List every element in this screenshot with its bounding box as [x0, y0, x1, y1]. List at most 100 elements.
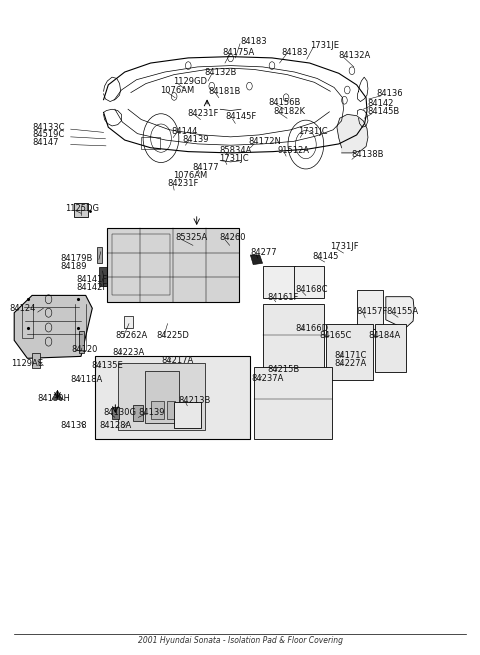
Text: 84237A: 84237A — [252, 374, 284, 383]
Text: 1125DG: 1125DG — [65, 204, 99, 213]
Circle shape — [247, 83, 252, 90]
Text: 84157F: 84157F — [357, 307, 388, 316]
Polygon shape — [337, 115, 368, 153]
FancyBboxPatch shape — [124, 316, 133, 328]
FancyBboxPatch shape — [374, 324, 406, 373]
Text: 84179B: 84179B — [60, 254, 93, 263]
FancyBboxPatch shape — [263, 266, 295, 298]
FancyBboxPatch shape — [133, 405, 143, 421]
Text: 84145: 84145 — [312, 252, 339, 261]
Text: 84183: 84183 — [281, 48, 308, 57]
Polygon shape — [386, 297, 414, 329]
Text: 84138: 84138 — [60, 421, 87, 430]
Circle shape — [185, 62, 191, 69]
Circle shape — [345, 86, 350, 94]
Text: 84130G: 84130G — [104, 407, 137, 417]
Text: 84124: 84124 — [10, 304, 36, 312]
Text: 84223A: 84223A — [112, 348, 144, 357]
Text: 84217A: 84217A — [161, 356, 193, 365]
Text: 84519C: 84519C — [32, 130, 64, 140]
FancyBboxPatch shape — [294, 266, 324, 298]
Circle shape — [209, 83, 215, 90]
Text: 84231F: 84231F — [187, 109, 219, 118]
Text: 1076AM: 1076AM — [160, 86, 194, 95]
FancyBboxPatch shape — [167, 401, 175, 419]
Text: 84118A: 84118A — [71, 375, 103, 384]
Circle shape — [283, 94, 289, 102]
Text: 84155A: 84155A — [387, 307, 419, 316]
Text: 84189: 84189 — [60, 262, 87, 271]
FancyBboxPatch shape — [174, 402, 202, 428]
Circle shape — [349, 67, 355, 75]
Text: 84132A: 84132A — [339, 51, 371, 60]
Text: 84142: 84142 — [367, 99, 394, 108]
Text: 84225D: 84225D — [156, 331, 189, 340]
Text: 84147: 84147 — [32, 138, 59, 147]
Text: 84165C: 84165C — [319, 331, 351, 341]
Text: 84136: 84136 — [376, 89, 403, 98]
Circle shape — [171, 92, 177, 100]
Text: 84139: 84139 — [182, 135, 209, 144]
FancyBboxPatch shape — [151, 401, 164, 419]
Text: 1731JC: 1731JC — [219, 154, 249, 163]
FancyBboxPatch shape — [357, 290, 383, 329]
Text: 84172N: 84172N — [249, 138, 281, 147]
Text: 84142F: 84142F — [76, 282, 108, 291]
Text: 84133C: 84133C — [32, 122, 65, 132]
Text: 84145F: 84145F — [225, 113, 256, 121]
Text: 85262A: 85262A — [116, 331, 148, 340]
FancyBboxPatch shape — [325, 324, 372, 380]
Text: 84183: 84183 — [240, 37, 266, 47]
FancyBboxPatch shape — [254, 367, 332, 440]
FancyBboxPatch shape — [32, 352, 40, 368]
Text: 1731JC: 1731JC — [299, 126, 328, 136]
Text: 84166D: 84166D — [296, 324, 329, 333]
Text: 84168C: 84168C — [296, 285, 328, 294]
Text: 84128A: 84128A — [99, 421, 131, 430]
Text: 84135E: 84135E — [91, 361, 123, 370]
Text: 85834A: 85834A — [219, 146, 252, 155]
Text: 84139: 84139 — [138, 407, 165, 417]
Text: 84120: 84120 — [72, 345, 98, 354]
Text: 84184A: 84184A — [368, 331, 400, 341]
Circle shape — [269, 62, 275, 69]
Text: 84215B: 84215B — [267, 365, 300, 375]
Text: 84156B: 84156B — [268, 98, 300, 107]
Text: 1129AE: 1129AE — [12, 359, 43, 368]
Text: 84141F: 84141F — [76, 275, 108, 284]
Text: 84277: 84277 — [251, 248, 277, 257]
Text: 84175A: 84175A — [222, 48, 254, 57]
Text: 84181B: 84181B — [208, 86, 240, 96]
Text: 84138B: 84138B — [351, 150, 384, 159]
Text: 84182K: 84182K — [273, 107, 305, 116]
FancyBboxPatch shape — [118, 363, 205, 430]
FancyBboxPatch shape — [263, 305, 324, 380]
FancyBboxPatch shape — [145, 371, 179, 422]
FancyBboxPatch shape — [95, 356, 251, 440]
FancyBboxPatch shape — [96, 247, 102, 263]
FancyBboxPatch shape — [79, 331, 84, 353]
FancyBboxPatch shape — [112, 407, 119, 419]
Text: 84171C: 84171C — [334, 351, 366, 360]
Circle shape — [228, 54, 233, 62]
Text: 1129GD: 1129GD — [173, 77, 207, 86]
Text: 84145B: 84145B — [367, 107, 399, 117]
Text: 84161F: 84161F — [267, 293, 299, 302]
Text: 84144: 84144 — [172, 126, 198, 136]
Text: 85325A: 85325A — [175, 233, 207, 242]
Text: 1731JF: 1731JF — [330, 242, 359, 251]
Text: 84177: 84177 — [192, 162, 219, 172]
Text: 1076AM: 1076AM — [173, 171, 207, 180]
Text: 84213B: 84213B — [178, 396, 210, 405]
Text: 84231F: 84231F — [168, 179, 199, 188]
Text: 84227A: 84227A — [334, 359, 366, 368]
Polygon shape — [251, 255, 263, 265]
Text: 84132B: 84132B — [204, 67, 237, 77]
Text: 1731JE: 1731JE — [310, 41, 338, 50]
FancyBboxPatch shape — [99, 267, 108, 286]
Polygon shape — [52, 390, 62, 400]
Circle shape — [342, 96, 347, 104]
Text: 2001 Hyundai Sonata - Isolation Pad & Floor Covering: 2001 Hyundai Sonata - Isolation Pad & Fl… — [137, 636, 343, 645]
FancyBboxPatch shape — [74, 203, 87, 217]
Text: 84260: 84260 — [219, 233, 246, 242]
